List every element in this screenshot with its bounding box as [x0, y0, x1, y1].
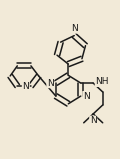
Text: N: N: [47, 79, 54, 88]
Text: N: N: [83, 92, 90, 101]
Text: NH: NH: [95, 77, 109, 86]
Text: N: N: [22, 82, 29, 90]
Text: N: N: [71, 24, 78, 33]
Text: N: N: [90, 116, 97, 125]
